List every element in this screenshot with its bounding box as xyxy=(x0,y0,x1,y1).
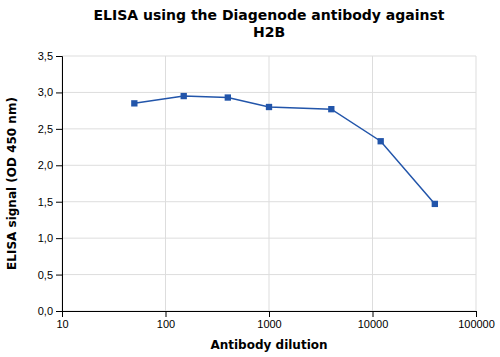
y-tick-mark xyxy=(56,311,62,312)
point xyxy=(328,106,334,112)
point xyxy=(266,104,272,110)
point xyxy=(181,93,187,99)
x-tick-mark xyxy=(269,311,270,317)
x-axis: 10 100 1000 10000 100000 xyxy=(56,311,494,330)
x-grid-line xyxy=(269,56,270,311)
y-tick: 2,0 xyxy=(38,159,62,171)
x-tick-mark xyxy=(373,311,374,317)
y-axis-title: ELISA signal (OD 450 nm) xyxy=(5,97,19,270)
x-tick: 1000 xyxy=(257,311,281,330)
y-tick-mark xyxy=(56,275,62,276)
y-tick: 0,0 xyxy=(38,305,62,317)
x-grid-line xyxy=(165,56,166,311)
x-tick-label: 10 xyxy=(56,318,68,330)
x-grid-line xyxy=(372,56,373,311)
series xyxy=(131,93,438,207)
y-tick: 1,0 xyxy=(38,232,62,244)
point xyxy=(131,100,137,106)
y-tick: 3,0 xyxy=(38,86,62,98)
y-axis: 0,0 0,5 1,0 1,5 2,0 2,5 3,0 3,5 xyxy=(38,50,63,317)
x-tick-label: 100 xyxy=(157,318,175,330)
y-tick-mark xyxy=(56,56,62,57)
x-tick: 100000 xyxy=(458,311,495,330)
y-tick-mark xyxy=(56,238,62,239)
point xyxy=(378,138,384,144)
y-grid-line xyxy=(62,92,476,93)
y-tick-label: 1,0 xyxy=(38,232,53,244)
y-tick-mark xyxy=(56,129,62,130)
x-tick-label: 100000 xyxy=(458,318,495,330)
y-tick: 1,5 xyxy=(38,196,62,208)
y-tick-label: 3,0 xyxy=(38,86,53,98)
point xyxy=(432,201,438,207)
title: ELISA using the Diagenode antibody again… xyxy=(93,7,444,40)
x-tick: 10 xyxy=(56,311,68,330)
y-tick-label: 0,0 xyxy=(38,305,53,317)
x-tick-mark xyxy=(166,311,167,317)
plot: 10 100 1000 10000 100000 0,0 0,5 1,0 1,5 2,0 2,5 3,… xyxy=(38,50,495,330)
x-tick: 100 xyxy=(157,311,175,330)
x-axis-title: Antibody dilution xyxy=(210,338,327,352)
grid xyxy=(62,56,476,311)
y-tick-mark xyxy=(56,92,62,93)
chart: 10 100 1000 10000 100000 0,0 0,5 1,0 1,5 2,0 2,5 3,… xyxy=(0,0,500,357)
x-grid-line xyxy=(476,56,477,311)
y-tick-label: 1,5 xyxy=(38,196,53,208)
x-tick-mark xyxy=(476,311,477,317)
y-axis-line xyxy=(56,57,63,312)
y-tick-mark xyxy=(56,165,62,166)
y-tick: 3,5 xyxy=(38,50,62,62)
x-tick: 10000 xyxy=(358,311,389,330)
line xyxy=(134,96,434,204)
y-grid-line xyxy=(62,274,476,275)
x-tick-label: 1000 xyxy=(257,318,281,330)
y-grid-line xyxy=(62,56,476,57)
x-axis-line xyxy=(63,312,477,318)
y-grid-line xyxy=(62,165,476,166)
y-tick-label: 2,5 xyxy=(38,123,53,135)
y-tick: 0,5 xyxy=(38,269,62,281)
y-tick-label: 3,5 xyxy=(38,50,53,62)
y-tick: 2,5 xyxy=(38,123,62,135)
y-grid-line xyxy=(62,128,476,129)
y-grid-line xyxy=(62,238,476,239)
y-grid-line xyxy=(62,201,476,202)
point xyxy=(225,94,231,100)
y-tick-mark xyxy=(56,202,62,203)
x-tick-label: 10000 xyxy=(358,318,389,330)
y-tick-label: 2,0 xyxy=(38,159,53,171)
y-tick-label: 0,5 xyxy=(38,269,53,281)
